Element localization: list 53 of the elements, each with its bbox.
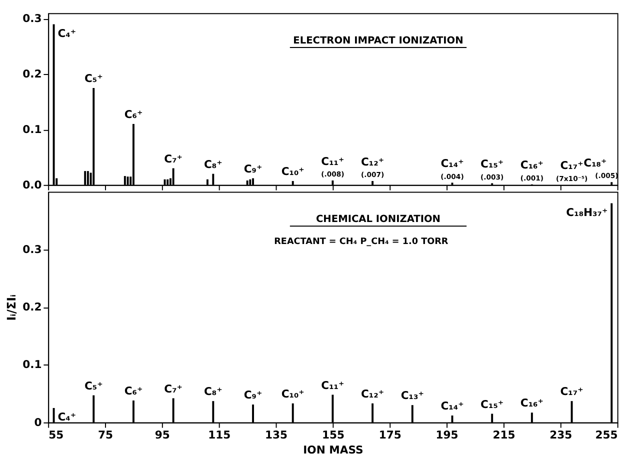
annotation: C₈⁺ [204, 385, 222, 398]
x-tick-label: 135 [265, 428, 288, 442]
x-tick-label: 115 [208, 428, 231, 442]
y-tick-label: 0.3 [22, 242, 42, 256]
x-tick-label: 175 [378, 428, 402, 442]
x-tick-label: 255 [595, 428, 618, 442]
annotation: C₁₄⁺ [440, 400, 464, 413]
text: ELECTRON IMPACT IONIZATION [293, 36, 464, 47]
y-tick-label: 0.1 [22, 122, 42, 136]
annotation: C₁₂⁺ [361, 155, 384, 168]
x-tick-label: 215 [492, 428, 516, 442]
x-tick-label: 195 [436, 428, 458, 442]
annotation: C₅⁺ [84, 72, 103, 86]
annotation: C₁₆⁺ [520, 396, 544, 410]
y-tick-label: 0.3 [22, 12, 42, 26]
annotation: C₁₆⁺ [520, 158, 544, 172]
annotation: C₁₈⁺ [584, 156, 607, 170]
text: CHEMICAL IONIZATION [316, 214, 440, 226]
annotation: C₇⁺ [164, 152, 182, 166]
annotation: C₁₂⁺ [361, 387, 384, 400]
annotation: C₁₅⁺ [480, 398, 504, 411]
y-axis-title: Iᵢ/ΣIᵢ [4, 294, 19, 321]
text: REACTANT = CH₄ P_CH₄ = 1.0 TORR [274, 236, 448, 247]
annotation: C₉⁺ [244, 388, 262, 402]
annotation: C₁₈H₃₇⁺ [566, 206, 608, 220]
annotation: C₄⁺ [58, 26, 76, 40]
y-tick-label: 0.0 [22, 178, 42, 192]
x-tick-label: 75 [98, 428, 114, 442]
annotation: C₄⁺ [58, 410, 76, 424]
x-tick-label: 95 [154, 428, 170, 442]
annotation: C₁₅⁺ [480, 158, 504, 171]
annotation: C₁₁⁺ [321, 154, 344, 168]
annotation: C₁₄⁺ [440, 156, 464, 170]
y-tick-label: 0 [34, 416, 42, 429]
x-tick-label: 235 [550, 428, 572, 442]
y-tick-label: 0.2 [22, 300, 42, 314]
annotation: C₈⁺ [204, 158, 222, 171]
y-tick-label: 0.1 [22, 358, 42, 372]
annotation: C₆⁺ [124, 384, 143, 398]
x-tick-label: 55 [48, 428, 64, 442]
annotation: C₁₇⁺ [560, 159, 584, 172]
annotation: C₆⁺ [124, 108, 143, 122]
x-axis-title: ION MASS [303, 443, 364, 456]
annotation: C₁₇⁺ [560, 385, 584, 398]
annotation: C₅⁺ [84, 379, 103, 392]
annotation: C₁₁⁺ [321, 378, 344, 392]
annotation: C₇⁺ [164, 382, 182, 396]
y-tick-label: 0.2 [22, 68, 42, 81]
annotation: C₉⁺ [244, 162, 262, 176]
x-tick-label: 155 [322, 428, 344, 442]
annotation: C₁₀⁺ [281, 165, 304, 178]
annotation: C₁₀⁺ [281, 387, 304, 400]
annotation: C₁₃⁺ [400, 389, 424, 402]
